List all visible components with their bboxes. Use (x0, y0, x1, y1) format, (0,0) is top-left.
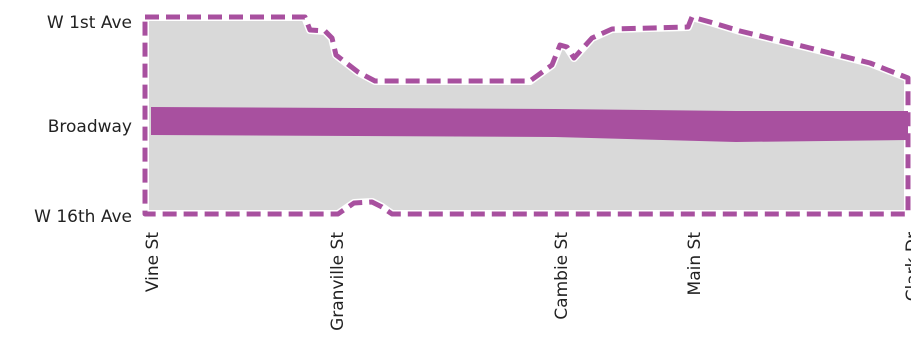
street-label-vine-st: Vine St (143, 232, 163, 292)
street-label-broadway: Broadway (48, 117, 132, 137)
street-label-w-16th-ave: W 16th Ave (34, 207, 132, 227)
street-label-clark-dr: Clark Dr (903, 232, 911, 301)
street-label-main-st: Main St (685, 232, 705, 296)
broadway-corridor (151, 107, 908, 142)
street-label-cambie-st: Cambie St (552, 232, 572, 320)
study-area-boundary (142, 14, 911, 217)
street-label-w-1st-ave: W 1st Ave (47, 13, 132, 33)
street-label-granville-st: Granville St (328, 232, 348, 331)
